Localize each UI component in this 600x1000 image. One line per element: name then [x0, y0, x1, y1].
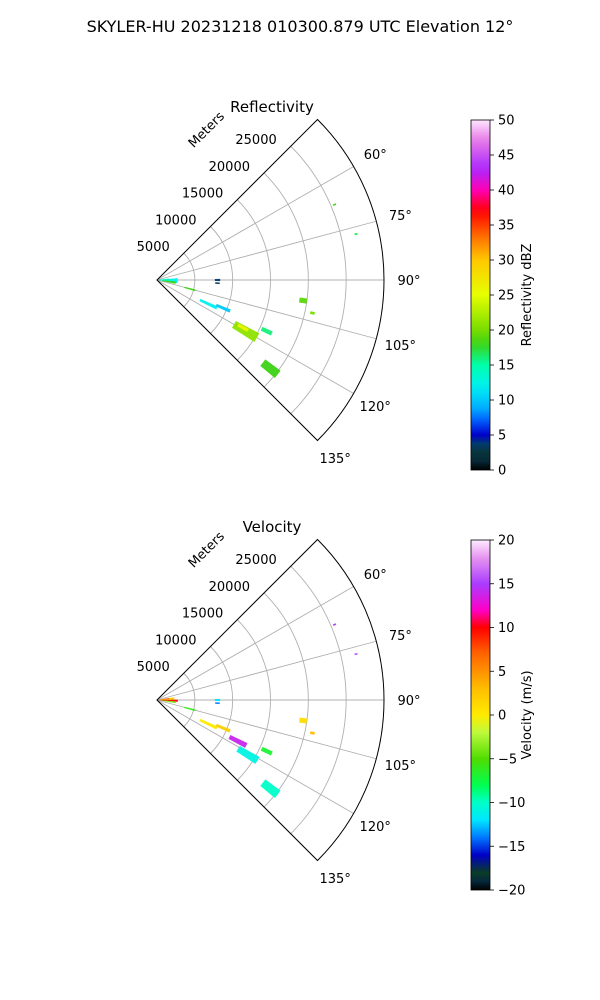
echo-cell [309, 731, 315, 735]
colorbar-tick-label: −20 [498, 884, 525, 899]
grid-ray [156, 640, 377, 701]
colorbar-tick-label: 25 [498, 289, 515, 304]
azimuth-tick-label: 60° [364, 568, 387, 583]
echo-cell [162, 280, 176, 284]
colorbar-tick-label: 20 [498, 324, 515, 339]
echo-cell [215, 702, 220, 705]
radial-tick-label: 15000 [182, 187, 223, 202]
echo-cell [159, 698, 170, 700]
radial-tick-label: 25000 [235, 553, 276, 568]
radial-axis-label: Meters [186, 109, 228, 151]
colorbar-tick-label: 10 [498, 621, 515, 636]
echo-cell [228, 735, 248, 748]
azimuth-tick-label: 120° [360, 400, 391, 415]
echo-cell [260, 746, 273, 756]
colorbar-tick-label: 45 [498, 149, 515, 164]
colorbar-tick-label: 30 [498, 254, 515, 269]
azimuth-tick-label: 105° [385, 759, 416, 774]
velocity-panel: Velocity 5000 10000 15000 20000 25000 Meters 60… [137, 518, 535, 899]
echo-cell [214, 698, 221, 702]
echo-cell [231, 321, 260, 342]
colorbar-tick-label: 0 [498, 709, 506, 724]
azimuth-tick-label: 120° [360, 820, 391, 835]
radial-tick-label: 15000 [182, 607, 223, 622]
grid-ray [156, 586, 354, 701]
azimuth-tick-label: 135° [320, 872, 351, 887]
colorbar-tick-label: 20 [498, 534, 515, 549]
grid-ray [156, 166, 354, 281]
colorbar-tick-label: −10 [498, 796, 525, 811]
colorbar-tick-label: 35 [498, 219, 515, 234]
echo-cell [309, 311, 315, 315]
echo-cell [236, 745, 260, 764]
colorbar-tick-label: −5 [498, 752, 517, 767]
echo-cell [160, 700, 176, 704]
colorbar-tick-label: 40 [498, 184, 515, 199]
radial-axis-label: Meters [186, 529, 228, 571]
azimuth-tick-label: 75° [389, 209, 412, 224]
echo-cell [332, 203, 337, 206]
echo-cell [184, 286, 196, 292]
panel-title: Velocity [243, 518, 302, 536]
echo-cell [332, 623, 337, 626]
colorbar-tick-label: 10 [498, 394, 515, 409]
azimuth-tick-label: 135° [320, 452, 351, 467]
echo-cell [354, 652, 358, 656]
colorbar-tick-label: 0 [498, 464, 506, 479]
echo-cell [214, 278, 221, 282]
colorbar-tick-label: 50 [498, 114, 515, 129]
sector-outline [156, 538, 385, 862]
radial-tick-label: 25000 [235, 133, 276, 148]
echo-cell [260, 326, 273, 336]
echo-cell [215, 303, 231, 313]
radial-tick-label: 10000 [155, 633, 196, 648]
echo-cell [184, 706, 196, 712]
echo-cell [215, 282, 220, 285]
azimuth-tick-label: 90° [397, 694, 420, 709]
sector-outline [156, 118, 385, 442]
radial-tick-label: 20000 [209, 580, 250, 595]
colorbar-tick-label: 15 [498, 577, 515, 592]
azimuth-tick-label: 90° [397, 274, 420, 289]
colorbar-label: Reflectivity dBZ [520, 244, 535, 347]
azimuth-tick-label: 105° [385, 339, 416, 354]
colorbar-tick-label: −15 [498, 840, 525, 855]
colorbar-tick-label: 5 [498, 429, 506, 444]
echo-cell [237, 323, 249, 333]
colorbar-tick-label: 15 [498, 359, 515, 374]
azimuth-tick-label: 75° [389, 629, 412, 644]
colorbar-label: Velocity (m/s) [520, 670, 535, 759]
colorbar [470, 119, 491, 471]
panel-title: Reflectivity [230, 98, 314, 116]
echo-cell [354, 232, 358, 236]
radial-tick-label: 20000 [209, 160, 250, 175]
grid-ray [156, 220, 377, 281]
echo-cell [260, 779, 281, 798]
echo-cell [215, 723, 231, 733]
radial-tick-label: 5000 [137, 660, 170, 675]
echo-cell [260, 359, 281, 378]
colorbar-tick-label: 5 [498, 665, 506, 680]
echo-cell [298, 717, 308, 724]
echo-cell [298, 297, 308, 304]
radial-tick-label: 10000 [155, 213, 196, 228]
radial-tick-label: 5000 [137, 240, 170, 255]
echo-cell [199, 298, 218, 310]
colorbar [470, 539, 491, 891]
azimuth-tick-label: 60° [364, 148, 387, 163]
echo-cell [199, 718, 218, 730]
figure-title: SKYLER-HU 20231218 010300.879 UTC Elevat… [87, 17, 514, 36]
reflectivity-panel: Reflectivity 5000 10000 15000 20000 25000 Mete… [137, 98, 535, 479]
echo-cell [160, 278, 170, 281]
